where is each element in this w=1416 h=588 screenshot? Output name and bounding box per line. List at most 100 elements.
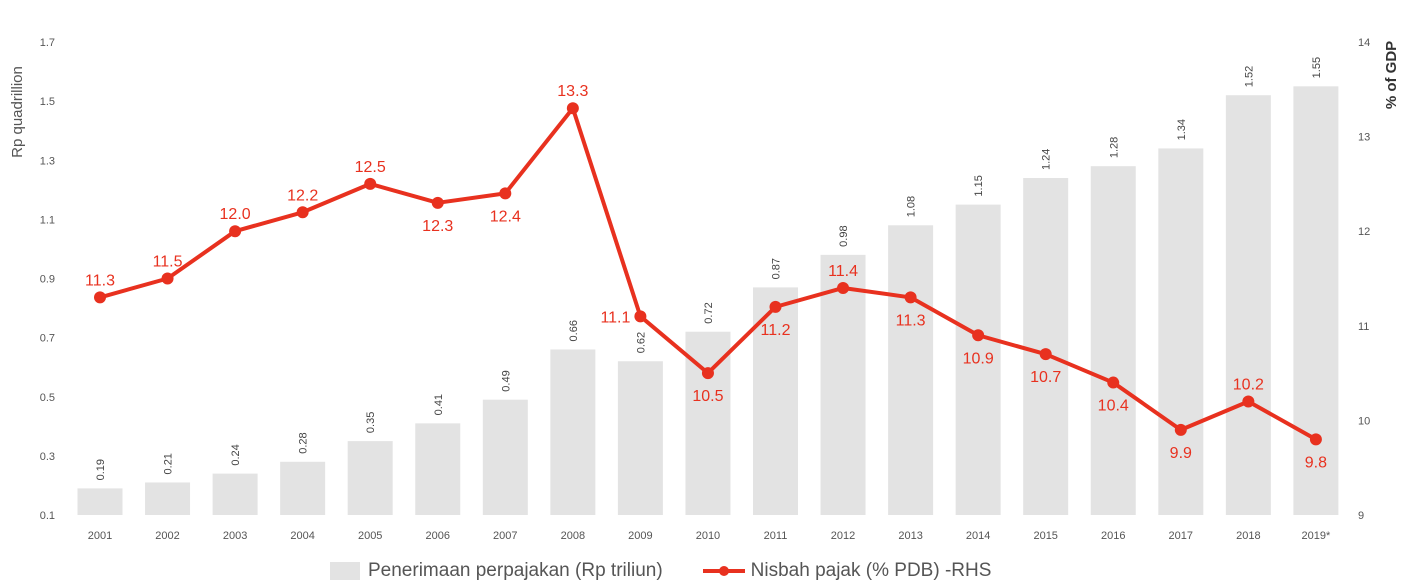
line-label-2018: 10.2	[1233, 376, 1264, 393]
line-point-2004	[296, 206, 309, 219]
legend-line-label: Nisbah pajak (% PDB) -RHS	[750, 560, 992, 581]
bar-label-2004: 0.28	[298, 432, 310, 453]
bar-label-2014: 1.15	[973, 175, 985, 196]
bar-series	[77, 86, 1339, 516]
line-label-2007: 12.4	[490, 208, 521, 225]
x-tick-label: 2008	[561, 530, 585, 542]
x-tick-label: 2010	[696, 530, 720, 542]
line-point-2007	[499, 187, 512, 200]
line-label-2010: 10.5	[692, 388, 723, 405]
line-label-2001: 11.3	[85, 272, 115, 289]
x-tick-label: 2013	[898, 530, 922, 542]
x-tick-label: 2016	[1101, 530, 1125, 542]
x-tick-label: 2004	[290, 530, 314, 542]
line-point-2010	[701, 367, 714, 380]
right-tick-label: 14	[1358, 37, 1370, 49]
bar-2011	[753, 287, 798, 515]
x-tick-label: 2009	[628, 530, 652, 542]
bar-label-2017: 1.34	[1176, 119, 1188, 140]
line-label-2014: 10.9	[963, 350, 994, 367]
line-point-2015	[1039, 348, 1052, 361]
bar-2015	[1023, 177, 1069, 516]
line-label-2005: 12.5	[355, 159, 386, 176]
bar-2004	[280, 461, 326, 515]
right-axis-title: % of GDP	[1383, 41, 1400, 109]
right-tick-label: 13	[1358, 132, 1370, 144]
bar-label-2003: 0.24	[230, 444, 242, 465]
line-point-2014	[972, 329, 985, 342]
line-label-2008: 13.3	[557, 83, 588, 100]
left-tick-label: 0.3	[40, 451, 55, 463]
left-axis-ticks: 0.1 0.3 0.5 0.7 0.9 1.1 1.3 1.5 1.7	[40, 37, 55, 522]
x-tick-label: 2012	[831, 530, 855, 542]
line-point-2018	[1242, 395, 1255, 408]
bar-2007	[482, 399, 528, 515]
bar-2003	[212, 473, 258, 515]
bar-label-2006: 0.41	[433, 394, 445, 415]
bar-2019*	[1293, 86, 1339, 515]
bar-label-2005: 0.35	[365, 412, 377, 433]
bar-label-2018: 1.52	[1243, 66, 1255, 87]
bar-2014	[955, 204, 1001, 515]
line-data-labels: 11.3 11.5 12.0 12.2 12.5 12.3 12.4 13.3 11.1 10.5…	[85, 83, 1327, 471]
x-tick-label: 2005	[358, 530, 382, 542]
combo-chart: Rp quadrillion % of GDP 0.19 0.21 0.240.28…	[9, 37, 1400, 542]
x-tick-label: 2002	[155, 530, 179, 542]
left-tick-label: 0.9	[40, 274, 55, 286]
line-point-2003	[229, 225, 242, 238]
x-tick-label: 2019*	[1302, 530, 1331, 542]
line-point-2019*	[1309, 433, 1322, 446]
line-label-2006: 12.3	[422, 218, 453, 235]
left-tick-label: 1.7	[40, 37, 55, 49]
bar-label-2019*: 1.55	[1311, 57, 1323, 78]
left-tick-label: 0.1	[40, 510, 55, 522]
x-tick-label: 2003	[223, 530, 247, 542]
line-point-2017	[1174, 423, 1187, 436]
bar-2017	[1158, 148, 1204, 516]
bar-2006	[415, 423, 461, 515]
line-label-2011: 11.2	[761, 322, 791, 339]
x-tick-label: 2017	[1169, 530, 1193, 542]
left-tick-label: 0.7	[40, 333, 55, 345]
right-tick-label: 11	[1358, 321, 1369, 333]
line-label-2013: 11.3	[896, 312, 926, 329]
line-point-2005	[364, 177, 377, 190]
bar-label-2010: 0.72	[703, 302, 715, 323]
line-point-2001	[94, 291, 106, 304]
line-point-2012	[837, 281, 850, 294]
bar-label-2009: 0.62	[635, 332, 647, 353]
line-label-2019*: 9.8	[1305, 454, 1327, 471]
bar-2008	[550, 349, 596, 515]
bar-2002	[145, 482, 191, 515]
bar-label-2002: 0.21	[163, 453, 175, 474]
bar-2001	[77, 488, 123, 515]
bar-2013	[888, 225, 934, 515]
bar-label-2015: 1.24	[1041, 149, 1053, 170]
right-tick-label: 9	[1358, 510, 1364, 522]
bar-label-2008: 0.66	[568, 320, 580, 341]
legend-bar-swatch	[330, 562, 360, 580]
line-label-2004: 12.2	[287, 187, 318, 204]
line-label-2015: 10.7	[1030, 369, 1061, 386]
legend-item-line: Nisbah pajak (% PDB) -RHS	[702, 560, 992, 582]
line-label-2009: 11.1	[600, 309, 630, 326]
bar-2012	[820, 254, 866, 515]
left-tick-label: 1.5	[40, 96, 55, 108]
x-tick-label: 2006	[426, 530, 450, 542]
line-point-2008	[566, 102, 579, 115]
bar-2016	[1090, 166, 1136, 515]
line-point-2009	[634, 310, 647, 323]
x-tick-label: 2007	[493, 530, 517, 542]
right-tick-label: 10	[1358, 415, 1370, 427]
bar-label-2007: 0.49	[500, 370, 512, 391]
bar-label-2012: 0.98	[838, 225, 850, 246]
left-tick-label: 1.1	[40, 214, 55, 226]
line-series	[94, 102, 1322, 446]
legend-bar-label: Penerimaan perpajakan (Rp triliun)	[368, 560, 663, 581]
line-label-2002: 11.5	[153, 254, 183, 271]
line-point-2013	[904, 291, 917, 304]
x-tick-label: 2018	[1236, 530, 1260, 542]
right-axis-ticks: 9 10 11 12 13 14	[1358, 37, 1370, 522]
line-point-2011	[769, 300, 782, 313]
bar-label-2016: 1.28	[1108, 137, 1120, 158]
